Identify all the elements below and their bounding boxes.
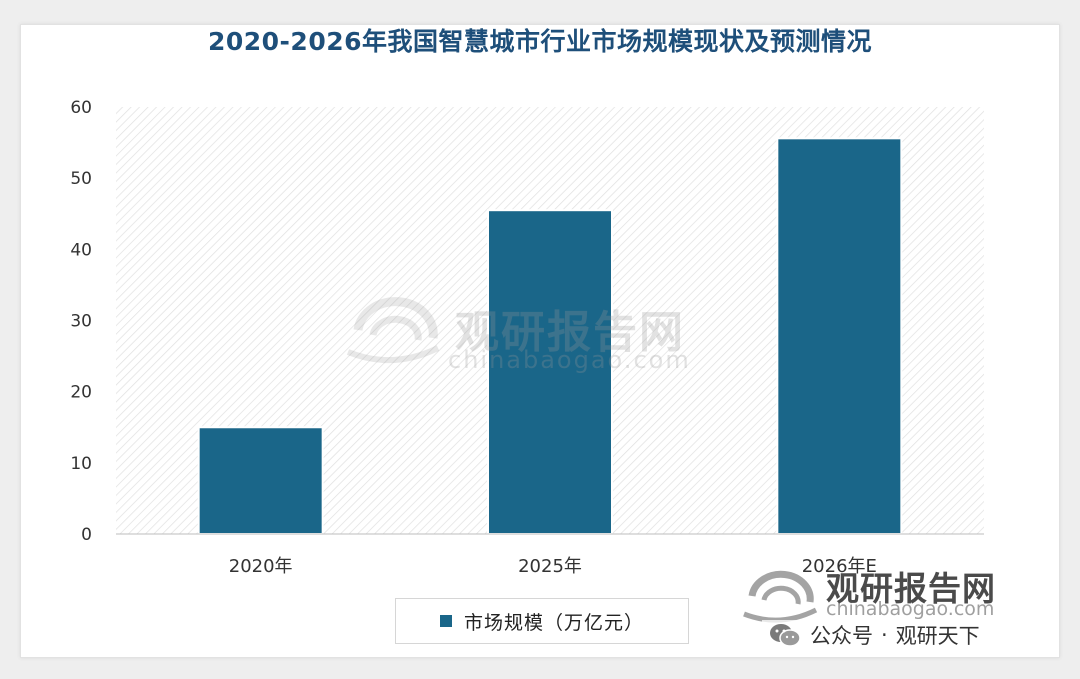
bar-1 xyxy=(487,209,613,535)
y-tick-label: 50 xyxy=(70,169,92,189)
x-axis: 2020年 2025年 2026年E xyxy=(229,556,877,577)
bar-chart: 0 10 20 30 40 50 60 2020年 2025年 2026年E xyxy=(70,98,984,577)
watermark-name-large: 观研报告网 xyxy=(826,569,996,608)
legend-swatch xyxy=(439,615,452,627)
bar-2 xyxy=(776,137,903,536)
watermark-logo-icon xyxy=(346,297,440,363)
wechat-icon xyxy=(770,624,801,647)
wechat-separator: · xyxy=(881,623,888,647)
bar-series xyxy=(197,137,903,536)
wechat-account-name: 观研天下 xyxy=(895,624,980,648)
y-tick-label: 30 xyxy=(70,312,92,332)
y-tick-label: 10 xyxy=(70,454,92,474)
y-tick-label: 20 xyxy=(70,383,92,403)
x-tick-label: 2025年 xyxy=(518,556,582,577)
y-tick-label: 0 xyxy=(81,525,92,545)
bar-0 xyxy=(197,426,324,535)
chart-title: 2020-2026年我国智慧城市行业市场规模现状及预测情况 xyxy=(207,27,873,56)
wechat-account-tag: 公众号 · 观研天下 xyxy=(762,620,986,650)
y-tick-label: 40 xyxy=(70,240,92,260)
y-tick-label: 60 xyxy=(70,98,92,118)
legend-label: 市场规模（万亿元） xyxy=(463,611,644,634)
y-axis: 0 10 20 30 40 50 60 xyxy=(70,98,92,545)
watermark-domain-small: chinabaogao.com xyxy=(826,598,995,620)
chart-legend: 市场规模（万亿元） xyxy=(395,598,689,644)
watermark-name: 观研报告网 xyxy=(455,307,685,358)
x-tick-label: 2026年E xyxy=(802,556,877,577)
x-tick-label: 2020年 xyxy=(229,556,293,577)
wechat-prefix: 公众号 xyxy=(810,624,873,648)
watermark-domain: chinabaogao.com xyxy=(448,346,691,374)
watermark-logo-icon xyxy=(743,570,818,623)
